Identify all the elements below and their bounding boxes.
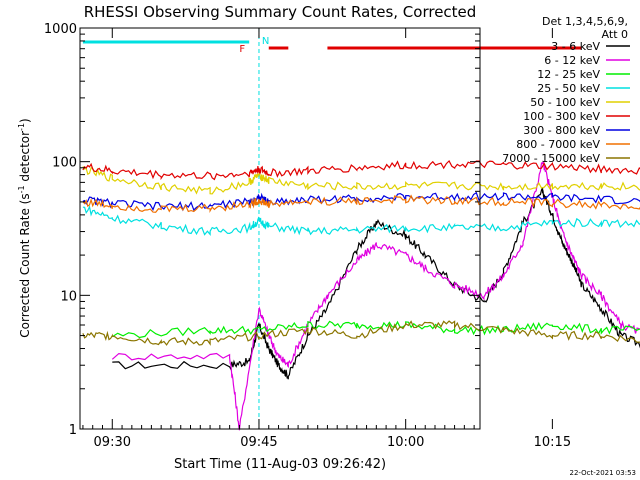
y-axis-label-main: Corrected Count Rate (s (18, 193, 32, 337)
legend-label-100-300-kev: 100 - 300 keV (523, 110, 600, 123)
x-axis-label: Start Time (11-Aug-03 09:26:42) (174, 457, 386, 472)
series-line-7000-15000-kev (82, 320, 640, 346)
series-line-100-300-kev (82, 160, 640, 181)
y-axis-label: Corrected Count Rate (s-1 detector-1) (17, 118, 32, 337)
legend-label-300-800-kev: 300 - 800 keV (523, 124, 600, 137)
series-line-50-100-kev (82, 166, 640, 195)
footer-date: 22-Oct-2021 03:53 (570, 469, 636, 477)
y-tick-label: 100 (52, 156, 77, 171)
legend-label-800-7000-kev: 800 - 7000 keV (516, 138, 600, 151)
y-tick-label: 1 (69, 423, 77, 438)
series-line-3-6-kev (112, 187, 640, 380)
legend-label-6-12-kev: 6 - 12 keV (544, 54, 600, 67)
legend-label-50-100-kev: 50 - 100 keV (530, 96, 600, 109)
chart-title: RHESSI Observing Summary Count Rates, Co… (84, 3, 477, 21)
x-tick-label: 10:15 (534, 435, 571, 450)
plot-frame (79, 27, 481, 430)
legend-header-line1: Det 1,3,4,5,6,9, (542, 15, 628, 28)
y-axis-label-sup1: -1 (17, 185, 26, 193)
series-line-6-12-kev (111, 160, 640, 431)
legend-label-3-6-kev: 3 - 6 keV (551, 40, 600, 53)
series-line-25-50-kev (82, 205, 640, 237)
flare-flag-label: F (239, 44, 245, 55)
night-flag-label: N (262, 36, 269, 47)
y-axis-label-mid: detector (18, 131, 32, 186)
legend-label-25-50-kev: 25 - 50 keV (537, 82, 600, 95)
y-axis-label-sup2: -1 (17, 123, 26, 131)
legend-label-12-25-kev: 12 - 25 keV (537, 68, 600, 81)
series-line-12-25-kev (111, 320, 640, 339)
legend-label-7000-15000-kev: 7000 - 15000 keV (502, 152, 600, 165)
y-tick-label: 1000 (44, 22, 77, 37)
x-tick-label: 10:00 (387, 435, 424, 450)
x-tick-label: 09:45 (240, 435, 277, 450)
series-line-800-7000-kev (82, 194, 640, 214)
legend-header-line2: Att 0 (602, 28, 628, 41)
x-tick-label: 09:30 (94, 435, 131, 450)
y-axis-label-end: ) (18, 118, 32, 123)
y-tick-label: 10 (60, 289, 77, 304)
